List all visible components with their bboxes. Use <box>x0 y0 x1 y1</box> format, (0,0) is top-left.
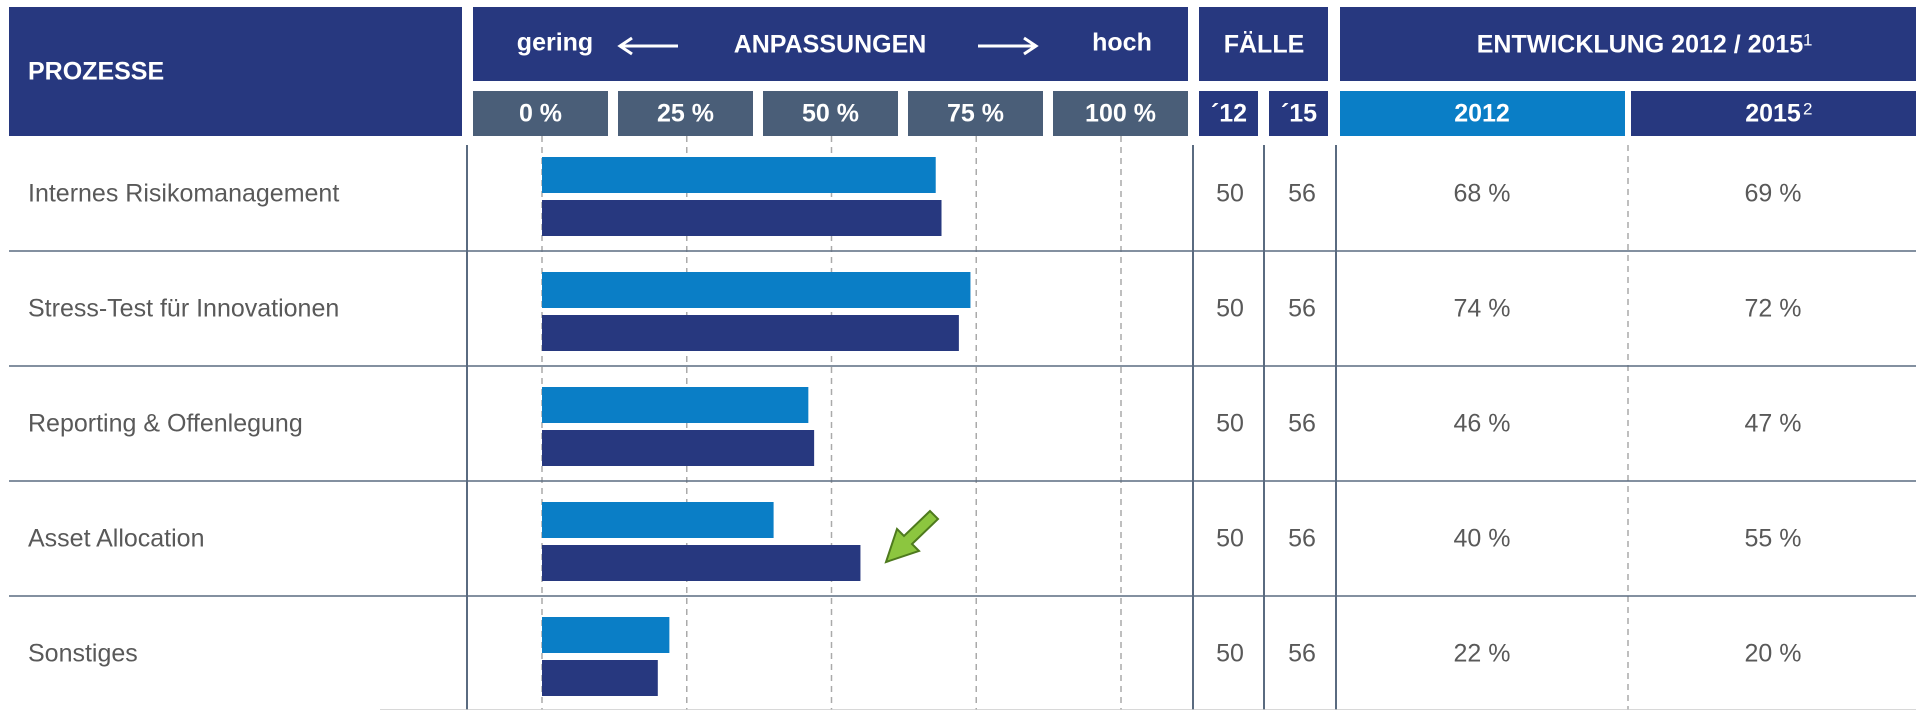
cases-value: 50 <box>1216 640 1244 668</box>
category-label: Reporting & Offenlegung <box>28 410 303 438</box>
bar <box>542 660 658 696</box>
header-processes: PROZESSE <box>28 58 164 86</box>
bar <box>542 387 809 423</box>
header-development: ENTWICKLUNG 2012 / 2015 <box>1477 31 1804 59</box>
highlight-arrow <box>884 509 940 564</box>
cases-value: 50 <box>1216 525 1244 553</box>
x-tick-label: 25 % <box>657 100 714 128</box>
header-cell <box>1199 91 1258 136</box>
value-label: 46 % <box>1454 410 1511 438</box>
bar <box>542 200 942 236</box>
arrow-left-head <box>617 36 633 56</box>
value-label: 22 % <box>1454 640 1511 668</box>
tick-box <box>763 91 898 136</box>
x-tick-label: 0 % <box>519 100 562 128</box>
category-label: Sonstiges <box>28 640 138 668</box>
value-label: 40 % <box>1454 525 1511 553</box>
header-low: gering <box>517 29 593 57</box>
cases-value: 56 <box>1288 295 1316 323</box>
x-tick-label: 75 % <box>947 100 1004 128</box>
bar <box>542 502 774 538</box>
header-cell <box>1340 7 1916 81</box>
cases-value: 56 <box>1288 640 1316 668</box>
x-tick-label: 100 % <box>1085 100 1156 128</box>
cases-value: 50 <box>1216 180 1244 208</box>
bar <box>542 617 670 653</box>
value-label: 47 % <box>1745 410 1802 438</box>
series-name: 2012 <box>1454 100 1510 128</box>
header-adjustments: ANPASSUNGEN <box>734 31 927 59</box>
header-cases: FÄLLE <box>1224 31 1305 59</box>
tick-box <box>908 91 1043 136</box>
cases-value: 56 <box>1288 525 1316 553</box>
footnote-mark: 1 <box>1803 30 1812 49</box>
cases-label: ´15 <box>1281 100 1317 128</box>
value-label: 74 % <box>1454 295 1511 323</box>
value-label: 20 % <box>1745 640 1802 668</box>
header-cell <box>9 7 462 136</box>
category-label: Stress-Test für Innovationen <box>28 295 339 323</box>
series-header <box>1340 91 1625 136</box>
cases-value: 50 <box>1216 410 1244 438</box>
header-cell <box>473 7 1188 81</box>
tick-box <box>473 91 608 136</box>
tick-box <box>618 91 753 136</box>
bar <box>542 272 971 308</box>
value-label: 55 % <box>1745 525 1802 553</box>
category-label: Asset Allocation <box>28 525 205 553</box>
cases-value: 56 <box>1288 410 1316 438</box>
cases-label: ´12 <box>1211 100 1247 128</box>
category-label: Internes Risikomanagement <box>28 180 339 208</box>
bar <box>542 430 815 466</box>
value-label: 68 % <box>1454 180 1511 208</box>
cases-value: 50 <box>1216 295 1244 323</box>
bar <box>542 157 936 193</box>
value-label: 69 % <box>1745 180 1802 208</box>
footnote-mark: 2 <box>1803 99 1812 118</box>
x-tick-label: 50 % <box>802 100 859 128</box>
header-cell <box>1269 91 1328 136</box>
bar <box>542 315 959 351</box>
arrow-right-head <box>1023 36 1039 56</box>
series-header <box>1631 91 1916 136</box>
bar <box>542 545 861 581</box>
header-cell <box>1199 7 1328 81</box>
header-high: hoch <box>1092 29 1152 57</box>
tick-box <box>1053 91 1188 136</box>
value-label: 72 % <box>1745 295 1802 323</box>
cases-value: 56 <box>1288 180 1316 208</box>
series-name: 2015 <box>1745 100 1801 128</box>
